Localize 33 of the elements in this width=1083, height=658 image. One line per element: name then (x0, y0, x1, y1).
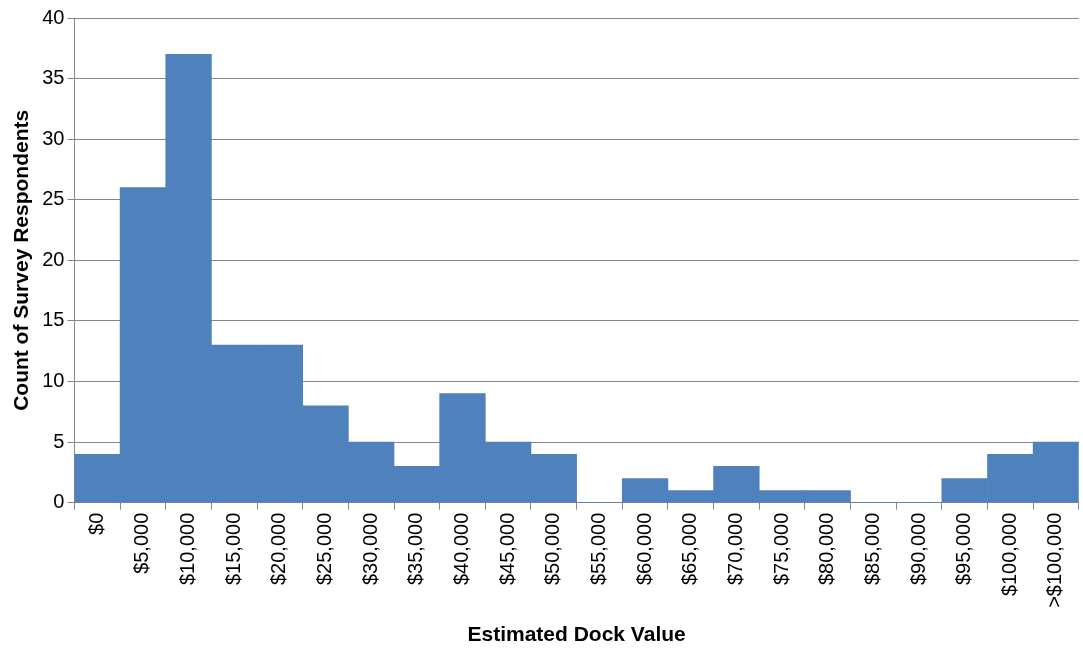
x-tick-label: $10,000 (176, 512, 199, 585)
x-tick-label: $70,000 (723, 512, 746, 585)
x-tick-label: $80,000 (815, 512, 838, 585)
y-tick-label: 35 (42, 66, 65, 89)
y-tick-label: 20 (42, 247, 65, 270)
x-tick-label: $0 (84, 512, 107, 535)
x-tick-label: $15,000 (221, 512, 244, 585)
x-tick-label: $55,000 (586, 512, 609, 585)
y-tick-label: 25 (42, 187, 65, 210)
y-tick-label: 10 (42, 369, 65, 392)
y-tick-label: 0 (53, 490, 65, 513)
x-tick-label: $20,000 (267, 512, 290, 585)
y-tick-label: 40 (42, 5, 65, 28)
x-tick-label: $95,000 (952, 512, 975, 585)
x-tick-label: $35,000 (404, 512, 427, 585)
x-tick-label: $85,000 (860, 512, 883, 585)
x-tick-label: $90,000 (906, 512, 929, 585)
y-tick-label: 15 (42, 308, 65, 331)
x-tick-label: $40,000 (450, 512, 472, 585)
y-axis-title: Count of Survey Respondents (9, 109, 33, 411)
x-tick-label: $50,000 (541, 512, 564, 585)
x-tick-label: $65,000 (678, 512, 701, 585)
x-tick-label: $60,000 (632, 512, 655, 585)
x-tick-label: $5,000 (130, 512, 153, 574)
y-tick-label: 5 (53, 429, 65, 452)
x-tick-label: $75,000 (769, 512, 792, 585)
x-tick-label: $100,000 (997, 512, 1020, 597)
x-tick-label: $30,000 (358, 512, 381, 585)
y-tick-label: 30 (42, 126, 65, 149)
x-tick-label: $25,000 (313, 512, 336, 585)
x-tick-label: $45,000 (495, 512, 518, 585)
x-tick-label: >$100,000 (1043, 512, 1066, 608)
x-axis-title: Estimated Dock Value (467, 622, 686, 646)
